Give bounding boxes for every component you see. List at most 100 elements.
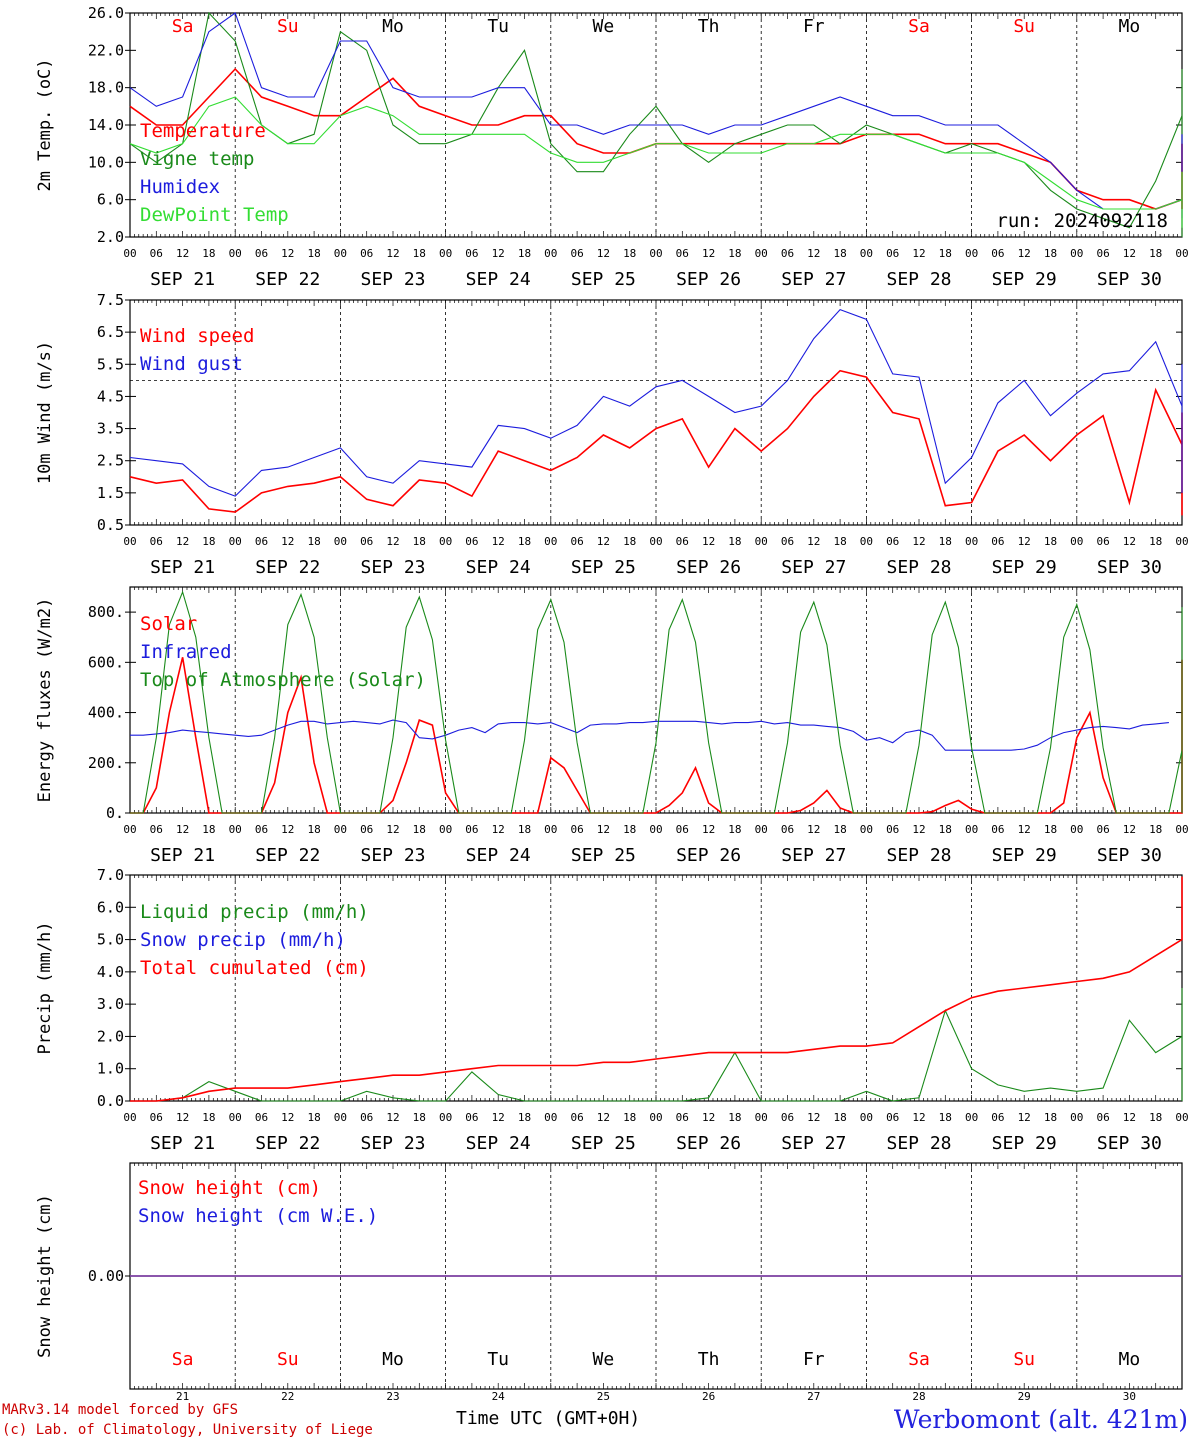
y-tick-label: 0.5 [97,516,124,534]
day-number: 21 [176,1390,189,1403]
legend-label: Humidex [140,176,220,198]
y-tick-label: 18.0 [88,79,124,97]
hour-label: 00 [334,823,347,836]
hour-label: 00 [544,1111,557,1124]
hour-label: 18 [939,1111,952,1124]
date-label: SEP 29 [992,1133,1057,1154]
date-label: SEP 21 [150,1133,215,1154]
hour-label: 00 [334,535,347,548]
hour-label: 12 [281,247,294,260]
date-label: SEP 28 [886,269,951,290]
weekday-label: Mo [382,1349,404,1370]
hour-label: 12 [176,535,189,548]
day-number: 28 [912,1390,925,1403]
weekday-label: Mo [382,16,404,37]
date-label: SEP 25 [571,557,636,578]
y-tick-label: 800. [88,603,124,621]
hour-label: 12 [912,1111,925,1124]
date-label: SEP 23 [360,1133,425,1154]
series-line-blue [129,308,1183,497]
weekday-label: Fr [803,16,825,37]
hour-label: 18 [307,1111,320,1124]
y-tick-label: 6.5 [97,323,124,341]
hour-label: 00 [1175,535,1188,548]
hour-label: 12 [1123,1111,1136,1124]
date-label: SEP 25 [571,269,636,290]
hour-label: 18 [939,247,952,260]
hour-label: 18 [1044,1111,1057,1124]
y-tick-label: 200. [88,754,124,772]
y-tick-label: 22.0 [88,41,124,59]
hour-label: 06 [886,535,899,548]
hour-label: 12 [807,535,820,548]
hour-label: 00 [1070,823,1083,836]
legend-label: Liquid precip (mm/h) [140,901,369,923]
hour-label: 06 [360,247,373,260]
hour-label: 00 [965,247,978,260]
date-label: SEP 23 [360,845,425,866]
hour-label: 00 [544,823,557,836]
hour-label: 18 [518,247,531,260]
y-tick-label: 1.5 [97,484,124,502]
hour-label: 00 [123,535,136,548]
hour-label: 00 [965,1111,978,1124]
hour-label: 12 [702,823,715,836]
y-tick-label: 0.00 [88,1267,124,1285]
hour-label: 06 [886,247,899,260]
y-tick-label: 2.5 [97,452,124,470]
hour-label: 06 [781,1111,794,1124]
hour-label: 00 [1175,1111,1188,1124]
weekday-label: Su [1013,1349,1035,1370]
hour-label: 06 [676,247,689,260]
hour-label: 00 [860,823,873,836]
hour-label: 18 [623,535,636,548]
date-label: SEP 26 [676,845,741,866]
weekday-label: We [593,1349,615,1370]
hour-label: 00 [755,247,768,260]
y-tick-label: 5.5 [97,355,124,373]
date-label: SEP 23 [360,557,425,578]
hour-label: 12 [1018,823,1031,836]
y-tick-label: 0.0 [97,1092,124,1110]
legend-label: Snow precip (mm/h) [140,929,346,951]
hour-label: 00 [755,535,768,548]
hour-label: 12 [492,1111,505,1124]
hour-label: 00 [755,823,768,836]
hour-label: 18 [833,823,846,836]
hour-label: 12 [1018,247,1031,260]
hour-label: 06 [1096,1111,1109,1124]
hour-label: 18 [307,247,320,260]
hour-label: 12 [492,823,505,836]
y-tick-label: 3.0 [97,995,124,1013]
weekday-label: Tu [487,16,509,37]
y-tick-label: 4.0 [97,963,124,981]
date-label: SEP 27 [781,269,846,290]
hour-label: 00 [439,535,452,548]
hour-label: 12 [176,247,189,260]
hour-label: 06 [991,823,1004,836]
hour-label: 00 [1175,823,1188,836]
station-label: Werbomont (alt. 421m) [894,1405,1188,1434]
weekday-label: Mo [1119,16,1141,37]
date-label: SEP 30 [1097,269,1162,290]
date-label: SEP 22 [255,845,320,866]
hour-label: 12 [807,247,820,260]
hour-label: 06 [465,247,478,260]
hour-label: 00 [860,1111,873,1124]
hour-label: 12 [597,535,610,548]
date-label: SEP 21 [150,269,215,290]
legend-label: Solar [140,613,197,635]
weekday-label: We [593,16,615,37]
y-tick-label: 5.0 [97,931,124,949]
hour-label: 00 [229,1111,242,1124]
date-label: SEP 21 [150,845,215,866]
y-tick-label: 10.0 [88,153,124,171]
legend-label: DewPoint Temp [140,204,289,226]
hour-label: 12 [492,535,505,548]
series-line-green [130,590,1183,814]
weekday-label: Su [277,1349,299,1370]
y-tick-label: 1.0 [97,1060,124,1078]
legend-label: Wind speed [140,325,254,347]
hour-label: 18 [833,535,846,548]
hour-label: 18 [833,247,846,260]
